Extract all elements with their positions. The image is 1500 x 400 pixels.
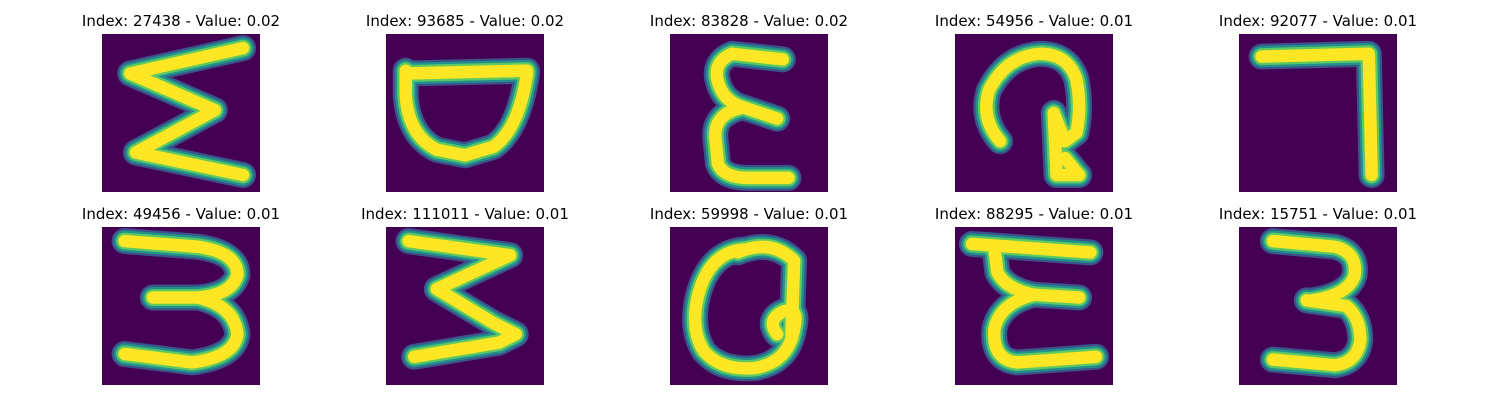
panel-title: Index: 88295 - Value: 0.01 (934, 205, 1134, 223)
image-panel-7: Index: 111011 - Value: 0.01 (335, 205, 595, 385)
image-panel-1: Index: 27438 - Value: 0.02 (51, 12, 311, 192)
panel-title: Index: 49456 - Value: 0.01 (81, 205, 281, 223)
digit-image (102, 34, 260, 192)
image-panel-8: Index: 59998 - Value: 0.01 (619, 205, 879, 385)
digit-image (955, 34, 1113, 192)
panel-title: Index: 15751 - Value: 0.01 (1218, 205, 1418, 223)
image-panel-3: Index: 83828 - Value: 0.02 (619, 12, 879, 192)
image-panel-9: Index: 88295 - Value: 0.01 (904, 205, 1164, 385)
image-panel-6: Index: 49456 - Value: 0.01 (51, 205, 311, 385)
digit-image (386, 227, 544, 385)
panel-title: Index: 93685 - Value: 0.02 (365, 12, 565, 30)
panel-title: Index: 92077 - Value: 0.01 (1218, 12, 1418, 30)
digit-image (1239, 227, 1397, 385)
image-panel-10: Index: 15751 - Value: 0.01 (1188, 205, 1448, 385)
digit-image (670, 34, 828, 192)
image-panel-4: Index: 54956 - Value: 0.01 (904, 12, 1164, 192)
digit-image (386, 34, 544, 192)
panel-title: Index: 83828 - Value: 0.02 (649, 12, 849, 30)
digit-image (1239, 34, 1397, 192)
image-panel-5: Index: 92077 - Value: 0.01 (1188, 12, 1448, 192)
panel-title: Index: 54956 - Value: 0.01 (934, 12, 1134, 30)
panel-title: Index: 27438 - Value: 0.02 (81, 12, 281, 30)
digit-image (955, 227, 1113, 385)
panel-title: Index: 59998 - Value: 0.01 (649, 205, 849, 223)
digit-image (102, 227, 260, 385)
digit-image (670, 227, 828, 385)
panel-title: Index: 111011 - Value: 0.01 (361, 205, 569, 223)
image-panel-2: Index: 93685 - Value: 0.02 (335, 12, 595, 192)
